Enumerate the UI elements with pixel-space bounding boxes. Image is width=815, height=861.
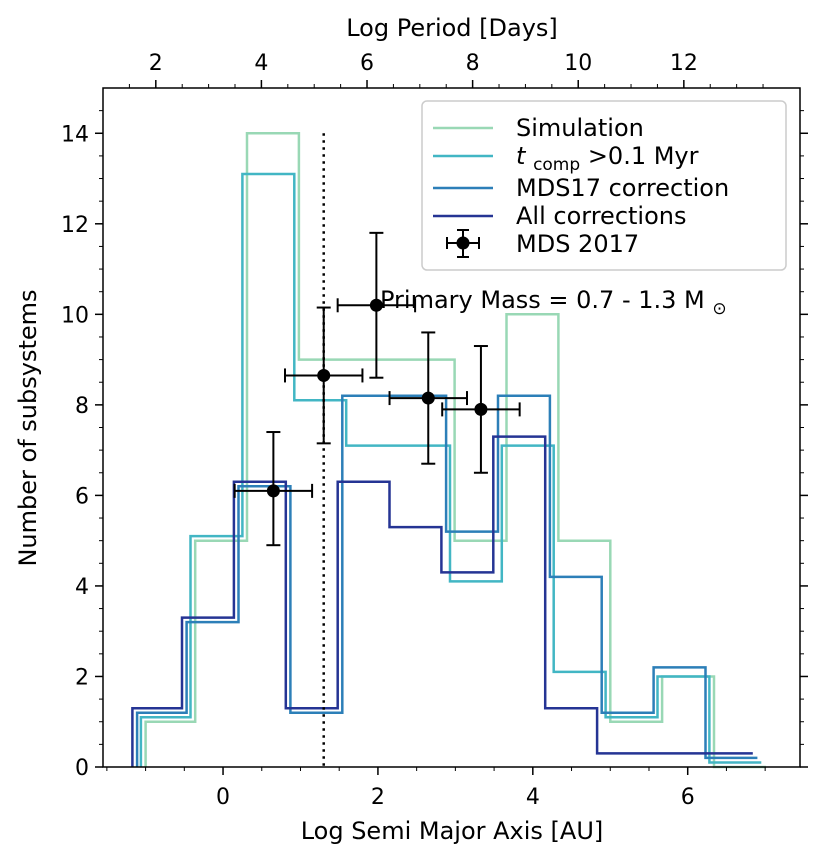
y-tick-label-5: 10 — [61, 303, 89, 328]
series-step-3 — [131, 435, 753, 767]
errorbar-marker-2 — [369, 298, 383, 312]
x2-tick-label-4: 10 — [564, 51, 592, 76]
y-tick-label-6: 12 — [61, 213, 89, 238]
y-axis-label: Number of subsystems — [14, 289, 42, 566]
legend-label-mds2017: MDS 2017 — [516, 230, 639, 258]
errorbar-marker-3 — [421, 391, 435, 405]
x-tick-label-2: 4 — [526, 785, 540, 810]
errorbar-point-1 — [283, 306, 364, 445]
y-tick-label-1: 2 — [75, 665, 89, 690]
legend-swatch-mds2017 — [446, 229, 480, 258]
legend: Simulation t comp >0.1 Myr MDS17 correct… — [421, 100, 787, 271]
y-tick-label-2: 4 — [75, 575, 89, 600]
errorbar-marker-0 — [266, 484, 280, 498]
errorbar-point-2 — [336, 231, 417, 379]
legend-label-tcomp: t comp >0.1 Myr — [516, 142, 699, 176]
plot-area — [131, 132, 766, 769]
errorbar-marker-1 — [317, 368, 331, 382]
errorbar-point-3 — [388, 331, 468, 465]
x-tick-label-1: 2 — [371, 785, 385, 810]
legend-frame — [421, 100, 787, 271]
legend-label-simulation: Simulation — [516, 114, 644, 142]
y-tick-label-0: 0 — [75, 756, 89, 781]
legend-t-rest: >0.1 Myr — [588, 142, 699, 170]
legend-t-sub: comp — [533, 155, 580, 175]
sun-symbol: ⊙ — [712, 299, 726, 319]
top-axis-label: Log Period [Days] — [346, 14, 558, 42]
x-tick-label-0: 0 — [216, 785, 230, 810]
y-tick-label-4: 8 — [75, 394, 89, 419]
series-step-0 — [144, 132, 766, 769]
errorbar-marker-4 — [474, 402, 488, 416]
primary-mass-annotation: Primary Mass = 0.7 - 1.3 M ⊙ — [380, 286, 727, 319]
x2-tick-label-0: 2 — [149, 51, 163, 76]
x2-tick-label-1: 4 — [254, 51, 268, 76]
x2-tick-label-2: 6 — [360, 51, 374, 76]
y-tick-label-3: 6 — [75, 484, 89, 509]
annotation-text: Primary Mass = 0.7 - 1.3 M — [380, 286, 705, 314]
legend-label-all: All corrections — [516, 202, 686, 230]
legend-label-mds17: MDS17 correction — [516, 174, 729, 202]
legend-t-main: t — [516, 142, 527, 170]
x-tick-label-3: 6 — [681, 785, 695, 810]
x2-tick-label-3: 8 — [466, 51, 480, 76]
errorbar-point-0 — [233, 431, 314, 547]
legend-errbar-marker — [456, 236, 470, 250]
axes: 0 2 4 6 8 10 12 14 0 2 4 6 2 4 6 8 10 12 — [61, 51, 808, 810]
x-axis-label: Log Semi Major Axis [AU] — [301, 817, 604, 845]
y-tick-label-7: 14 — [61, 122, 89, 147]
x2-tick-label-5: 12 — [670, 51, 698, 76]
errorbar-point-4 — [441, 345, 521, 474]
series-step-2 — [135, 394, 758, 767]
